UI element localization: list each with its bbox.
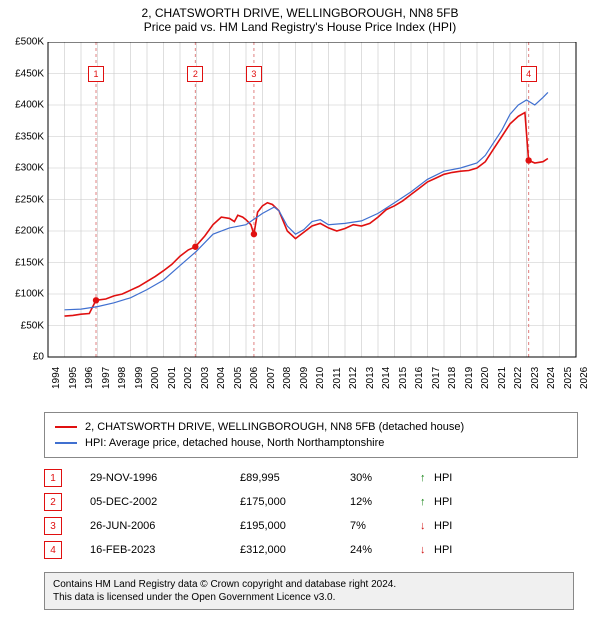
x-tick-label: 2021 [497, 367, 508, 389]
x-tick-label: 2026 [579, 367, 590, 389]
x-tick-label: 1997 [101, 367, 112, 389]
y-tick-label: £200K [2, 226, 44, 237]
x-tick-label: 2016 [414, 367, 425, 389]
sale-hpi-label: HPI [434, 544, 464, 556]
sale-marker-icon: 4 [44, 541, 62, 559]
legend-box: 2, CHATSWORTH DRIVE, WELLINGBOROUGH, NN8… [44, 412, 578, 458]
legend-swatch-property [55, 426, 77, 428]
y-tick-label: £450K [2, 68, 44, 79]
y-tick-label: £500K [2, 37, 44, 48]
sale-date: 05-DEC-2002 [90, 496, 240, 508]
x-tick-label: 2022 [513, 367, 524, 389]
chart-title-sub: Price paid vs. HM Land Registry's House … [0, 20, 600, 38]
sale-price: £89,995 [240, 472, 350, 484]
chart-title-main: 2, CHATSWORTH DRIVE, WELLINGBOROUGH, NN8… [0, 0, 600, 20]
sale-hpi-label: HPI [434, 496, 464, 508]
x-tick-label: 2010 [315, 367, 326, 389]
x-tick-label: 1996 [84, 367, 95, 389]
sale-marker-icon: 1 [44, 469, 62, 487]
x-tick-label: 2002 [183, 367, 194, 389]
chart-sale-marker: 3 [246, 66, 262, 82]
y-tick-label: £50K [2, 320, 44, 331]
x-tick-label: 2004 [216, 367, 227, 389]
sale-price: £195,000 [240, 520, 350, 532]
y-tick-label: £250K [2, 194, 44, 205]
x-tick-label: 2000 [150, 367, 161, 389]
sales-row: 1 29-NOV-1996£89,99530%↑HPI [44, 466, 556, 490]
sale-hpi-label: HPI [434, 520, 464, 532]
sale-pct: 12% [350, 496, 420, 508]
sale-price: £312,000 [240, 544, 350, 556]
x-tick-label: 2009 [299, 367, 310, 389]
y-tick-label: £0 [2, 352, 44, 363]
x-tick-label: 1995 [68, 367, 79, 389]
x-tick-label: 2023 [530, 367, 541, 389]
legend-label-hpi: HPI: Average price, detached house, Nort… [85, 435, 384, 451]
x-tick-label: 2006 [249, 367, 260, 389]
x-tick-label: 2014 [381, 367, 392, 389]
sale-arrow-icon: ↓ [420, 520, 434, 532]
x-tick-label: 2013 [365, 367, 376, 389]
attribution-line1: Contains HM Land Registry data © Crown c… [53, 578, 565, 591]
sale-price: £175,000 [240, 496, 350, 508]
sale-arrow-icon: ↑ [420, 496, 434, 508]
legend-swatch-hpi [55, 442, 77, 444]
sales-row: 4 16-FEB-2023£312,00024%↓HPI [44, 538, 556, 562]
y-tick-label: £150K [2, 257, 44, 268]
x-tick-label: 2005 [233, 367, 244, 389]
x-tick-label: 2018 [447, 367, 458, 389]
sales-row: 2 05-DEC-2002£175,00012%↑HPI [44, 490, 556, 514]
chart-sale-marker: 2 [187, 66, 203, 82]
x-tick-label: 2015 [398, 367, 409, 389]
sale-arrow-icon: ↑ [420, 472, 434, 484]
x-tick-label: 2007 [266, 367, 277, 389]
y-tick-label: £400K [2, 100, 44, 111]
x-tick-label: 2020 [480, 367, 491, 389]
x-tick-label: 2019 [464, 367, 475, 389]
sales-table: 129-NOV-1996£89,99530%↑HPI205-DEC-2002£1… [44, 466, 556, 562]
x-tick-label: 2001 [167, 367, 178, 389]
x-tick-label: 2003 [200, 367, 211, 389]
attribution-box: Contains HM Land Registry data © Crown c… [44, 572, 574, 610]
chart-sale-marker: 1 [88, 66, 104, 82]
x-tick-label: 2024 [546, 367, 557, 389]
sale-pct: 30% [350, 472, 420, 484]
x-tick-label: 1999 [134, 367, 145, 389]
chart-area: £0 £50K £100K £150K £200K £250K £300K £350K £400… [0, 42, 600, 402]
attribution-line2: This data is licensed under the Open Gov… [53, 591, 565, 604]
x-tick-label: 2017 [431, 367, 442, 389]
x-tick-label: 2008 [282, 367, 293, 389]
chart-sale-marker: 4 [521, 66, 537, 82]
sale-marker-icon: 3 [44, 517, 62, 535]
sale-pct: 7% [350, 520, 420, 532]
x-tick-label: 2011 [332, 367, 343, 389]
x-tick-label: 1998 [117, 367, 128, 389]
sale-arrow-icon: ↓ [420, 544, 434, 556]
legend-label-property: 2, CHATSWORTH DRIVE, WELLINGBOROUGH, NN8… [85, 419, 464, 435]
chart-svg [0, 42, 600, 402]
legend-row-hpi: HPI: Average price, detached house, Nort… [55, 435, 567, 451]
sale-date: 29-NOV-1996 [90, 472, 240, 484]
sale-marker-icon: 2 [44, 493, 62, 511]
x-tick-label: 1994 [51, 367, 62, 389]
sale-date: 26-JUN-2006 [90, 520, 240, 532]
x-tick-label: 2025 [563, 367, 574, 389]
sale-date: 16-FEB-2023 [90, 544, 240, 556]
y-tick-label: £350K [2, 131, 44, 142]
legend-row-property: 2, CHATSWORTH DRIVE, WELLINGBOROUGH, NN8… [55, 419, 567, 435]
sales-row: 3 26-JUN-2006£195,0007%↓HPI [44, 514, 556, 538]
sale-hpi-label: HPI [434, 472, 464, 484]
y-tick-label: £100K [2, 289, 44, 300]
y-tick-label: £300K [2, 163, 44, 174]
sale-pct: 24% [350, 544, 420, 556]
x-tick-label: 2012 [348, 367, 359, 389]
